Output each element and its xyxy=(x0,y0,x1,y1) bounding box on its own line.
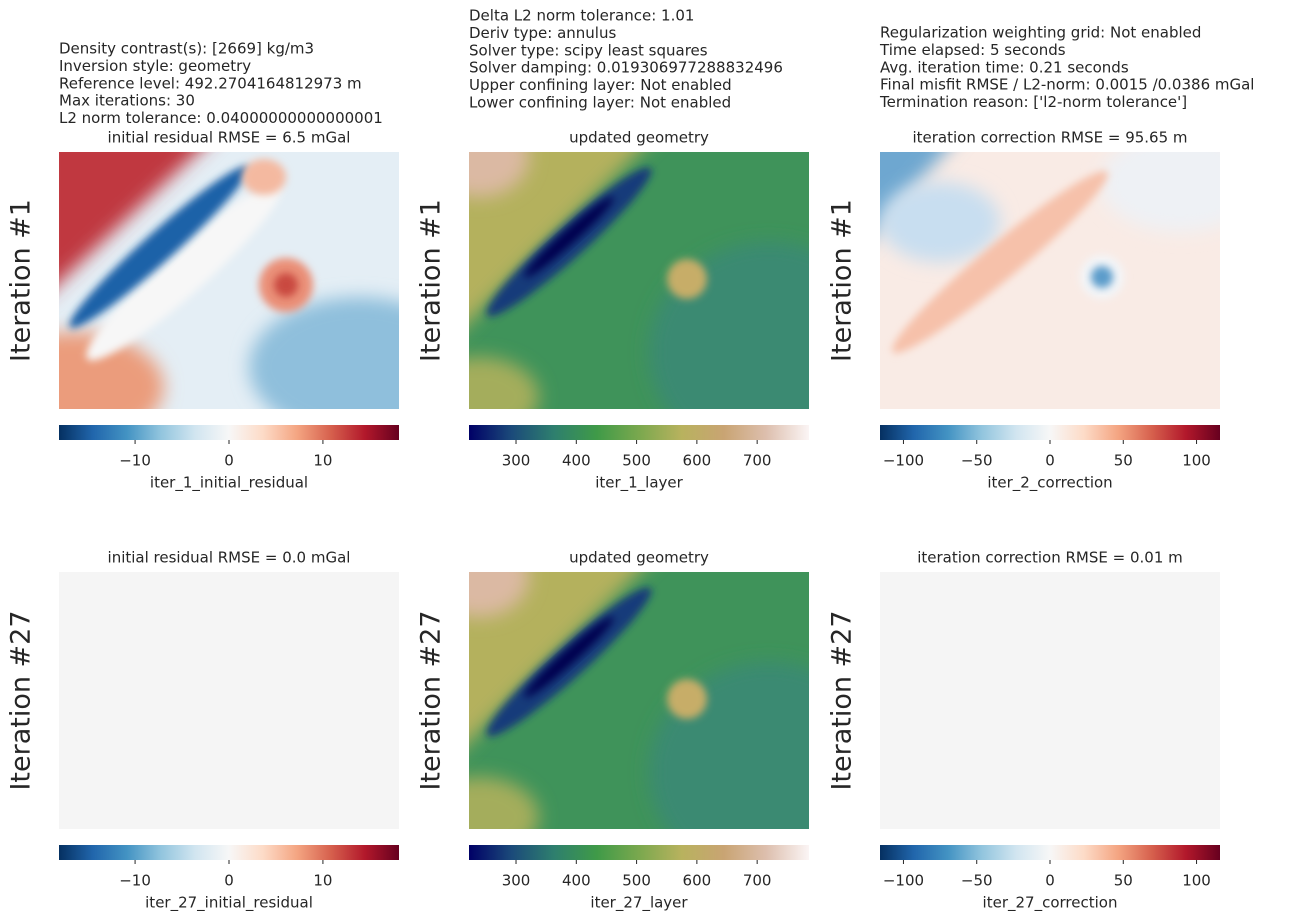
colorbar xyxy=(469,425,809,440)
colorbar-tick-label: 0 xyxy=(1045,452,1055,470)
colorbar-label: iter_27_layer xyxy=(590,894,688,913)
colorbar-tick-label: 500 xyxy=(622,872,651,890)
panel-title: updated geometry xyxy=(569,129,709,147)
y-axis-label: Iteration #27 xyxy=(827,610,858,790)
y-axis-label: Iteration #1 xyxy=(827,199,858,362)
colorbar-tick-label: 10 xyxy=(313,872,332,890)
field-blob xyxy=(524,196,614,278)
annotation: Regularization weighting grid: Not enabl… xyxy=(880,24,1201,42)
annotation: Lower confining layer: Not enabled xyxy=(469,94,731,112)
annotation: Solver damping: 0.019306977288832496 xyxy=(469,59,783,77)
colorbar-tick-label: −100 xyxy=(883,452,924,470)
colorbar-tick-label: −50 xyxy=(961,872,993,890)
field-blob xyxy=(469,152,529,197)
colorbar-tick-label: 0 xyxy=(224,452,234,470)
annotation: Upper confining layer: Not enabled xyxy=(469,76,732,94)
y-axis-label: Iteration #27 xyxy=(416,610,447,790)
colorbar xyxy=(59,425,399,440)
annotation: Deriv type: annulus xyxy=(469,24,616,42)
annotation: Avg. iteration time: 0.21 seconds xyxy=(880,58,1129,76)
colorbar-tick-label: −10 xyxy=(119,452,151,470)
colorbar-tick-label: 700 xyxy=(743,452,772,470)
annotation: Max iterations: 30 xyxy=(59,92,195,110)
field-blob xyxy=(892,170,1108,354)
colorbar-label: iter_1_layer xyxy=(595,474,683,493)
y-axis-label: Iteration #1 xyxy=(416,199,447,362)
colorbar-tick-label: 100 xyxy=(1182,872,1211,890)
colorbar-tick-label: 400 xyxy=(562,872,591,890)
annotation: Time elapsed: 5 seconds xyxy=(879,41,1066,59)
field-blob xyxy=(86,183,282,361)
colorbar-tick-label: 0 xyxy=(224,872,234,890)
field-blob xyxy=(469,357,539,409)
annotation: Final misfit RMSE / L2-norm: 0.0015 /0.0… xyxy=(880,76,1254,94)
panel-title: initial residual RMSE = 6.5 mGal xyxy=(108,129,351,147)
colorbar-tick-label: 50 xyxy=(1114,452,1133,470)
annotation: Delta L2 norm tolerance: 1.01 xyxy=(469,7,694,25)
field-blob xyxy=(667,259,707,299)
field-blob xyxy=(274,273,298,297)
colorbar xyxy=(469,845,809,860)
colorbar-label: iter_27_initial_residual xyxy=(145,894,313,913)
colorbar-tick-label: −10 xyxy=(119,872,151,890)
annotation: L2 norm tolerance: 0.04000000000000001 xyxy=(59,109,383,127)
colorbar-tick-label: 100 xyxy=(1182,452,1211,470)
colorbar-tick-label: −100 xyxy=(883,872,924,890)
colorbar-tick-label: 300 xyxy=(502,452,531,470)
annotation: Reference level: 492.2704164812973 m xyxy=(59,74,362,92)
annotation: Termination reason: ['l2-norm tolerance'… xyxy=(879,93,1187,111)
panel-title: initial residual RMSE = 0.0 mGal xyxy=(108,549,351,567)
colorbar xyxy=(880,425,1220,440)
field-blob xyxy=(242,159,286,195)
annotation: Solver type: scipy least squares xyxy=(469,41,708,59)
field-blob xyxy=(880,182,1000,262)
field-blob xyxy=(1091,266,1113,288)
field-blob xyxy=(69,165,249,329)
colorbar-tick-label: 300 xyxy=(502,872,531,890)
colorbar-tick-label: 600 xyxy=(683,872,712,890)
colorbar-tick-label: 10 xyxy=(313,452,332,470)
field-blob xyxy=(59,152,198,284)
colorbar-tick-label: 0 xyxy=(1045,872,1055,890)
colorbar-tick-label: 50 xyxy=(1114,872,1133,890)
panel-title: iteration correction RMSE = 0.01 m xyxy=(917,549,1183,567)
colorbar-tick-label: 600 xyxy=(683,452,712,470)
field-image xyxy=(880,572,1220,829)
field-image xyxy=(469,152,809,409)
colorbar-tick-label: 700 xyxy=(743,872,772,890)
annotation: Inversion style: geometry xyxy=(59,57,251,75)
colorbar xyxy=(880,845,1220,860)
panel-title: updated geometry xyxy=(569,549,709,567)
field-image xyxy=(59,572,399,829)
colorbar-tick-label: −50 xyxy=(961,452,993,470)
panel-title: iteration correction RMSE = 95.65 m xyxy=(912,129,1187,147)
field-blob xyxy=(1100,152,1220,232)
colorbar-tick-label: 400 xyxy=(562,452,591,470)
field-image xyxy=(419,537,889,882)
field-blob xyxy=(249,297,399,409)
colorbar-label: iter_27_correction xyxy=(983,894,1118,913)
field-blob xyxy=(59,332,164,409)
field-image xyxy=(59,152,399,409)
colorbar xyxy=(59,845,399,860)
y-axis-label: Iteration #1 xyxy=(6,199,37,362)
y-axis-label: Iteration #27 xyxy=(6,610,37,790)
colorbar-label: iter_1_initial_residual xyxy=(150,474,308,493)
annotation: Density contrast(s): [2669] kg/m3 xyxy=(59,40,314,58)
colorbar-tick-label: 500 xyxy=(622,452,651,470)
field-image xyxy=(880,152,1220,409)
colorbar-label: iter_2_correction xyxy=(987,474,1112,493)
